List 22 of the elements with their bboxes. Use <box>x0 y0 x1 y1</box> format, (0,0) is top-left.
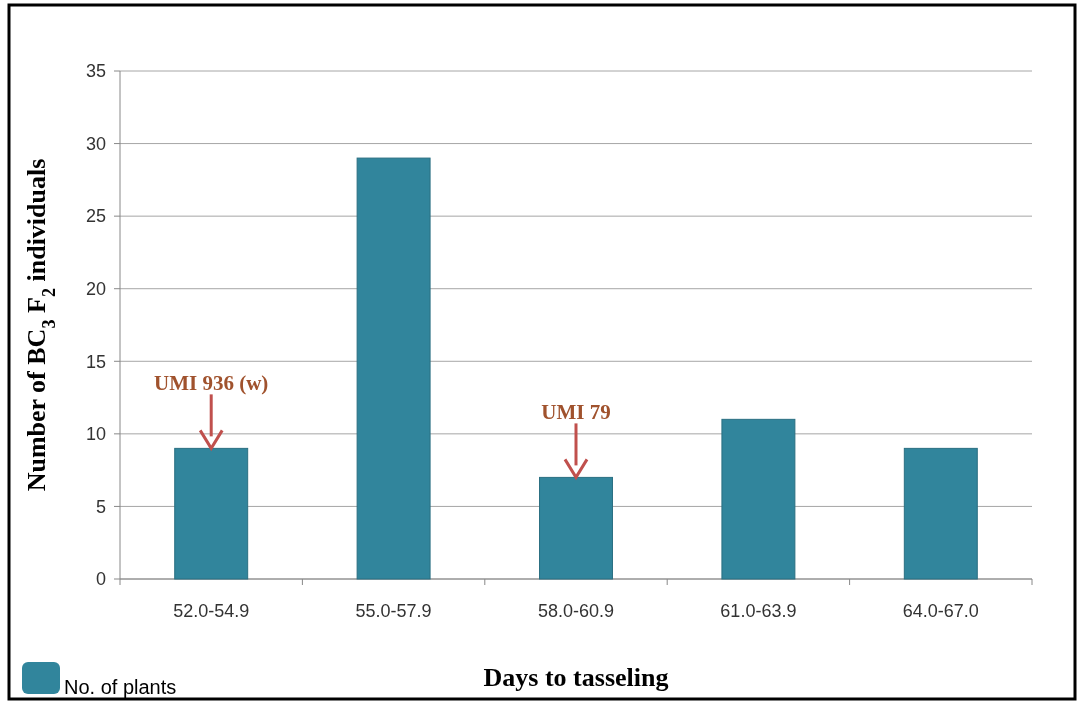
y-tick-label: 20 <box>85 279 106 300</box>
annotation: UMI 936 (w) <box>154 370 269 395</box>
y-tick-label: 5 <box>95 496 106 517</box>
bar <box>903 447 978 580</box>
bar <box>174 447 249 580</box>
legend-label: No. of plants <box>64 676 177 698</box>
bar <box>721 418 796 580</box>
x-tick-label: 55.0-57.9 <box>355 601 432 621</box>
annotation: UMI 79 <box>541 399 611 424</box>
bar <box>356 157 431 580</box>
bar <box>539 476 613 580</box>
y-tick-label: 35 <box>85 61 106 82</box>
x-tick-label: 64.0-67.0 <box>902 601 979 621</box>
y-tick-label: 30 <box>85 133 106 154</box>
y-tick-label: 0 <box>95 569 106 590</box>
x-tick-label: 61.0-63.9 <box>720 601 797 621</box>
x-axis-title: Days to tasseling <box>483 663 669 692</box>
x-tick-label: 52.0-54.9 <box>173 601 250 621</box>
x-tick-label: 58.0-60.9 <box>537 601 615 621</box>
y-tick-label: 10 <box>85 424 106 445</box>
y-tick-label: 25 <box>85 206 106 227</box>
y-tick-label: 15 <box>85 351 106 372</box>
